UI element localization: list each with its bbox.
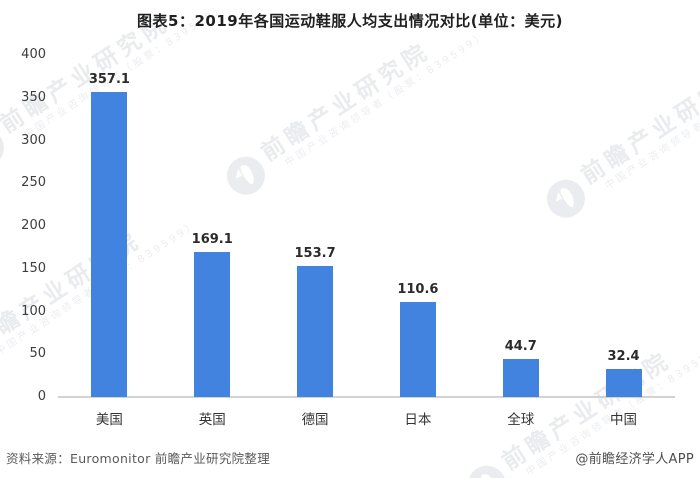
bar <box>91 91 128 397</box>
category-label: 英国 <box>198 412 226 428</box>
bar-value-label: 357.1 <box>88 71 130 87</box>
y-tick-label: 100 <box>21 303 46 319</box>
bar-value-label: 32.4 <box>607 349 640 365</box>
plot-area: 357.1 美国 169.1 英国 153.7 德国 110.6 日本 44.7 全球 32.4 中国 <box>58 55 675 428</box>
bar-column: 357.1 美国 <box>58 55 161 428</box>
bar-value-label: 169.1 <box>191 232 233 248</box>
source-note: 资料来源：Euromonitor 前瞻产业研究院整理 <box>6 451 271 466</box>
bar <box>605 369 642 397</box>
y-tick-label: 0 <box>37 389 46 404</box>
category-label: 日本 <box>404 412 432 428</box>
x-axis-line <box>58 396 675 398</box>
bar-value-label: 44.7 <box>504 338 537 354</box>
y-tick-label: 250 <box>21 175 46 191</box>
y-tick-label: 200 <box>21 218 46 233</box>
category-label: 中国 <box>610 412 638 428</box>
bar-value-label: 153.7 <box>294 245 336 261</box>
bar-column: 110.6 日本 <box>366 55 469 428</box>
app-credit: @前瞻经济学人APP <box>575 452 694 467</box>
y-tick-label: 50 <box>29 346 46 362</box>
bar-value-label: 110.6 <box>397 282 439 298</box>
bar-column: 44.7 全球 <box>469 55 572 428</box>
y-axis: 400 350 300 250 200 150 100 50 0 <box>0 0 46 478</box>
bar <box>399 302 436 397</box>
bar <box>297 265 334 397</box>
chart-title: 图表5：2019年各国运动鞋服人均支出情况对比(单位：美元) <box>137 12 563 30</box>
category-label: 德国 <box>301 412 329 428</box>
bar <box>194 252 231 397</box>
bar-column: 153.7 德国 <box>264 55 367 428</box>
bar-column: 169.1 英国 <box>161 55 264 428</box>
bar-column: 32.4 中国 <box>572 55 675 428</box>
y-tick-label: 300 <box>21 132 46 148</box>
category-label: 全球 <box>507 412 535 428</box>
bar <box>502 358 539 397</box>
y-tick-label: 150 <box>21 260 46 276</box>
footer: 资料来源：Euromonitor 前瞻产业研究院整理 @前瞻经济学人APP <box>6 448 694 467</box>
category-label: 美国 <box>95 412 123 428</box>
y-tick-label: 350 <box>21 89 46 105</box>
y-tick-label: 400 <box>21 47 46 62</box>
